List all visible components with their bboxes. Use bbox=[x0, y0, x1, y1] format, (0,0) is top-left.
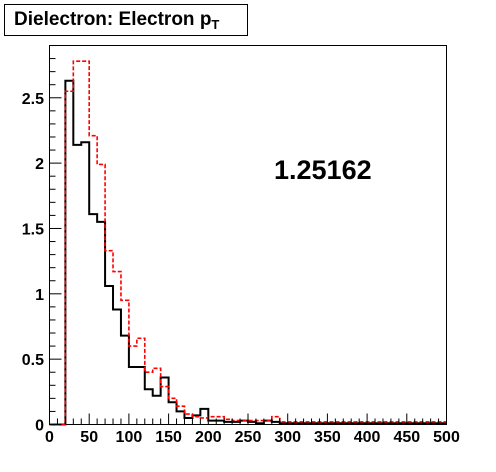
axis-layer: 0 50 100 150 200 250 300 350 400 450 500 0 0.5 1 1.5 2 2… bbox=[22, 58, 460, 446]
series-layer bbox=[49, 60, 447, 426]
x-tick-label: 250 bbox=[235, 429, 262, 446]
x-tick-label: 450 bbox=[393, 429, 420, 446]
y-tick-label: 0.5 bbox=[22, 352, 44, 369]
x-tick-label: 500 bbox=[433, 429, 460, 446]
chart-title-text: Dielectron: Electron p bbox=[14, 9, 212, 30]
y-tick-label: 0 bbox=[35, 418, 44, 435]
series-1-step-line bbox=[49, 79, 447, 426]
y-tick-label: 2 bbox=[35, 156, 44, 173]
y-tick-label: 2.5 bbox=[22, 91, 44, 108]
x-tick-label: 300 bbox=[274, 429, 301, 446]
x-tick-label: 350 bbox=[314, 429, 341, 446]
y-tick-label: 1.5 bbox=[22, 221, 44, 238]
y-tick-label: 1 bbox=[35, 287, 44, 304]
x-tick-label: 150 bbox=[155, 429, 182, 446]
x-tick-label: 100 bbox=[116, 429, 143, 446]
series-2-step-line bbox=[49, 60, 447, 426]
x-tick-label: 0 bbox=[45, 429, 54, 446]
chart-title-subscript: T bbox=[211, 17, 220, 32]
chart-title: Dielectron: Electron pT bbox=[4, 4, 248, 36]
x-tick-label: 400 bbox=[354, 429, 381, 446]
x-tick-label: 200 bbox=[195, 429, 222, 446]
plot-frame bbox=[49, 45, 447, 425]
x-tick-label: 50 bbox=[80, 429, 98, 446]
chart-annotation: 1.25162 bbox=[274, 155, 372, 185]
